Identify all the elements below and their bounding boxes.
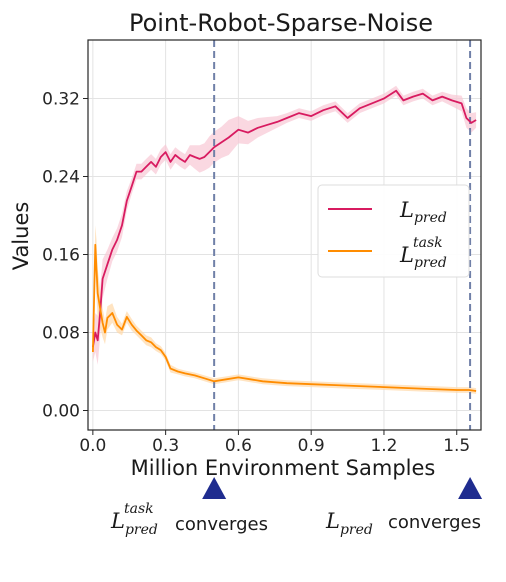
x-tick-label: 0.0 — [79, 436, 106, 456]
y-tick-label: 0.24 — [42, 168, 80, 188]
y-tick-label: 0.00 — [42, 402, 80, 422]
y-axis-title: Values — [9, 202, 33, 271]
triangle-marker-0 — [202, 477, 227, 499]
x-axis-title: Million Environment Samples — [131, 456, 436, 480]
series-lines — [92, 89, 477, 392]
chart-title: Point-Robot-Sparse-Noise — [129, 9, 433, 37]
annotation-left-math: Lpredtask — [110, 501, 158, 538]
y-axis-ticks: 0.00 0.08 0.16 0.24 0.32 — [42, 90, 88, 422]
line-series-0 — [92, 89, 477, 348]
convergence-lines — [213, 40, 472, 430]
convergence-markers — [202, 477, 483, 499]
annotation-left-text: converges — [175, 514, 268, 535]
line-series-1 — [92, 243, 477, 392]
x-tick-label: 0.3 — [152, 436, 179, 456]
legend-label-l-pred: Lpred — [399, 198, 447, 226]
x-tick-label: 0.9 — [298, 436, 325, 456]
legend: Lpred Lpredtask — [317, 184, 470, 278]
annotation-left: Lpredtask converges — [110, 501, 268, 538]
y-tick-label: 0.16 — [42, 246, 80, 266]
legend-label-l-pred-task: Lpredtask — [399, 235, 447, 271]
plot-frame — [87, 39, 482, 431]
x-axis-ticks: 0.0 0.3 0.6 0.9 1.2 1.5 — [79, 430, 470, 456]
x-tick-label: 1.2 — [370, 436, 397, 456]
annotation-right-math: Lpred — [325, 509, 373, 538]
annotation-right-text: converges — [388, 512, 481, 533]
y-tick-label: 0.32 — [42, 90, 80, 110]
x-tick-label: 0.6 — [225, 436, 252, 456]
annotation-right: Lpred converges — [325, 509, 481, 538]
y-tick-label: 0.08 — [42, 324, 80, 344]
x-tick-label: 1.5 — [443, 436, 470, 456]
triangle-marker-1 — [458, 477, 483, 499]
